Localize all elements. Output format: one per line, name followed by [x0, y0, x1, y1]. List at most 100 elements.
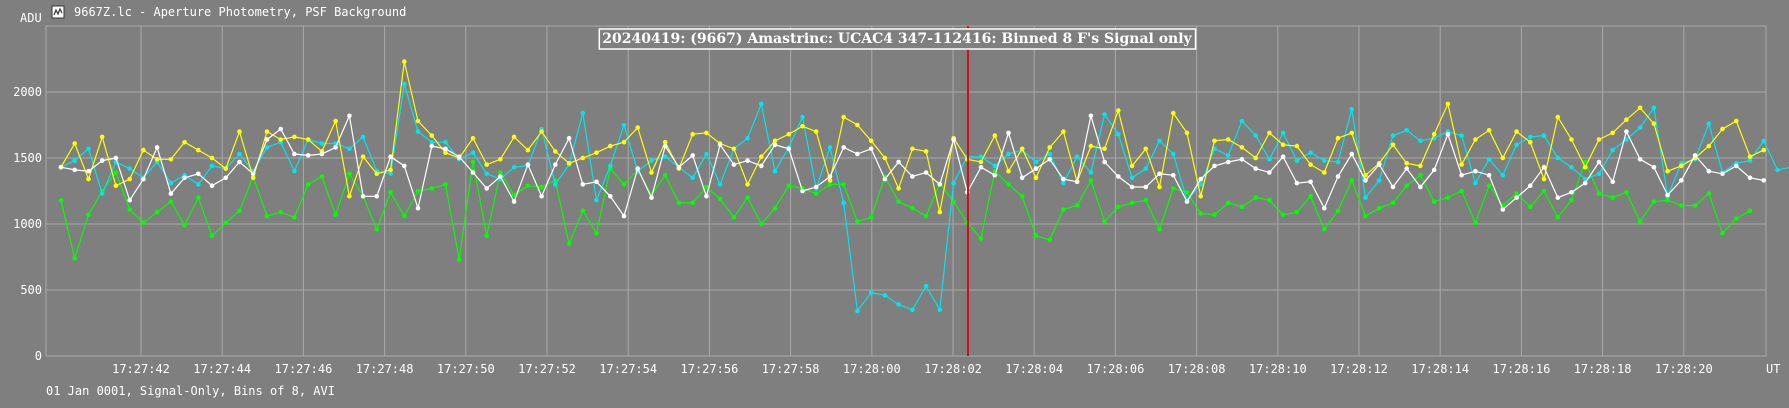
data-point [429, 143, 435, 149]
data-point [1239, 204, 1245, 210]
data-point [1102, 146, 1107, 152]
data-point [86, 176, 91, 182]
data-point [841, 114, 846, 120]
data-point [1335, 174, 1341, 179]
data-point [319, 151, 325, 157]
data-point [1651, 121, 1657, 126]
data-point [649, 195, 654, 200]
data-point [402, 81, 407, 87]
data-point [278, 137, 284, 142]
data-point [333, 118, 338, 124]
data-point [841, 200, 846, 206]
data-point [855, 219, 860, 224]
data-point [1267, 157, 1272, 162]
data-series [58, 59, 1789, 314]
data-point [1253, 195, 1258, 200]
data-point [704, 194, 709, 199]
data-point [72, 255, 77, 261]
data-point [141, 147, 146, 153]
data-point [1528, 134, 1533, 140]
data-point [1569, 197, 1574, 203]
data-point [1294, 209, 1300, 215]
data-point [443, 139, 448, 145]
data-point [1761, 138, 1766, 144]
data-point [1006, 168, 1011, 174]
data-point [1322, 158, 1327, 163]
data-point [223, 220, 229, 225]
data-point [443, 150, 448, 155]
chart-title-background [599, 29, 1196, 49]
data-point [1129, 175, 1135, 181]
data-point [923, 149, 929, 154]
data-point [937, 307, 943, 313]
data-point [402, 59, 407, 64]
data-point [759, 154, 764, 159]
data-point [951, 137, 956, 142]
y-tick-label: 0 [35, 349, 42, 363]
data-point [388, 190, 393, 195]
data-point [1294, 180, 1300, 186]
data-point [772, 138, 778, 144]
data-point [621, 122, 627, 128]
data-point [209, 183, 215, 188]
data-point [1720, 230, 1725, 236]
data-point [1555, 114, 1561, 120]
data-point [910, 205, 915, 211]
data-point [1473, 220, 1478, 225]
data-point [470, 150, 476, 155]
data-point [896, 186, 901, 191]
data-point [168, 191, 174, 196]
data-point [608, 163, 613, 169]
data-point [237, 151, 242, 157]
data-point [1624, 117, 1629, 122]
data-point [813, 184, 819, 190]
data-point [1679, 178, 1684, 183]
series [58, 81, 1789, 314]
data-point [127, 166, 132, 171]
data-point [347, 146, 352, 152]
data-point [1747, 154, 1753, 159]
data-point [292, 134, 297, 140]
data-point [1061, 207, 1066, 212]
data-point [1582, 180, 1588, 186]
data-point [429, 186, 435, 191]
data-point [1445, 101, 1451, 107]
data-point [1280, 212, 1286, 218]
data-point [1184, 199, 1190, 204]
data-point [772, 142, 778, 148]
data-point [539, 184, 544, 190]
data-point [1514, 142, 1519, 148]
data-point [841, 145, 846, 150]
data-point [1390, 200, 1396, 206]
data-point [456, 257, 462, 262]
data-point [978, 159, 984, 165]
data-point [1445, 131, 1451, 137]
data-point [347, 113, 352, 119]
data-point [1486, 128, 1492, 133]
data-point [951, 180, 956, 186]
data-point [1555, 215, 1561, 220]
data-point [745, 158, 750, 163]
data-point [1624, 137, 1629, 142]
data-point [1459, 172, 1464, 178]
data-point [1459, 133, 1464, 138]
data-point [1171, 172, 1176, 178]
data-point [1308, 194, 1313, 199]
data-point [992, 172, 998, 178]
data-point [278, 126, 284, 132]
data-point [1157, 227, 1162, 232]
series-line [60, 160, 1751, 261]
data-point [511, 164, 517, 170]
data-point [429, 133, 435, 138]
data-point [1376, 178, 1382, 183]
data-point [717, 142, 723, 148]
data-point [168, 180, 174, 186]
data-point [86, 212, 91, 218]
data-point [1349, 130, 1355, 136]
data-point [1308, 162, 1313, 167]
data-point [456, 154, 462, 159]
data-point [1473, 180, 1478, 186]
data-point [58, 197, 64, 203]
data-point [141, 176, 146, 182]
data-point [1624, 190, 1629, 195]
